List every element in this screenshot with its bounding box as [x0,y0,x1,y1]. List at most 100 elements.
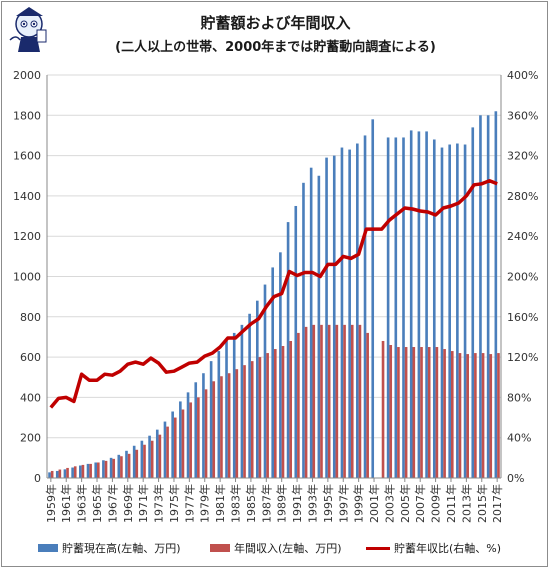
x-tick-label: 1985年 [244,484,258,523]
x-tick-label: 1995年 [321,484,335,523]
bar-income [50,470,54,478]
bar-income [243,365,246,478]
bar-savings [225,340,228,478]
bar-income [397,347,400,478]
y-right-tick-label: 320% [507,150,538,163]
x-tick-label: 1993年 [305,484,319,523]
bar-income [450,351,454,478]
bar-savings [63,469,67,478]
x-tick-label: 1973年 [152,484,166,523]
x-tick-label: 2005年 [398,484,412,523]
bar-savings [309,167,313,478]
bar-savings [348,149,351,478]
bar-income [166,426,169,478]
bar-savings [55,470,59,478]
bar-income [381,340,385,478]
bar-income [281,346,285,478]
bar-savings [425,131,428,479]
bar-income [173,417,177,478]
bar-income [104,460,108,478]
x-tick-label: 1981年 [213,484,227,523]
bar-income [66,467,69,478]
x-tick-label: 1967年 [105,484,119,523]
y-left-tick-label: 200 [20,432,41,445]
bar-savings [402,137,405,478]
bar-income [112,458,116,478]
bar-savings [432,139,436,479]
bar-income [189,402,192,478]
x-tick-label: 2007年 [413,484,427,523]
bar-income [258,357,262,478]
bar-income [443,349,446,478]
bar-savings [471,127,475,478]
bar-savings [109,457,113,478]
x-tick-label: 2015年 [475,484,489,523]
legend-label-income: 年間収入(左軸、万円) [234,542,342,555]
y-left-tick-label: 1000 [13,271,41,284]
bar-income [289,340,293,478]
bar-savings [155,429,159,478]
legend-swatch-savings [38,544,58,552]
x-tick-label: 1975年 [167,484,181,523]
y-right-tick-label: 360% [507,109,538,122]
bar-income [197,397,200,478]
x-tick-label: 1991年 [290,484,304,523]
y-right-tick-label: 160% [507,311,538,324]
bar-income [81,464,85,478]
bar-savings [456,143,459,478]
bar-income [89,463,92,478]
y-right-tick-label: 240% [507,230,538,243]
legend-item-income: 年間収入(左軸、万円) [210,540,342,556]
bar-savings [125,450,128,478]
bar-savings [86,463,90,478]
x-tick-label: 1961年 [59,484,73,523]
bar-savings [440,147,444,479]
bar-income [335,324,339,478]
bar-savings [186,392,190,478]
bar-income [474,353,477,478]
y-right-tick-label: 40% [507,432,531,445]
bar-income [97,462,100,478]
mascot-logo [9,7,47,52]
bar-income [466,354,469,478]
bar-income [358,324,362,478]
bar-income [366,332,369,478]
bar-savings [448,144,451,478]
bar-income [227,373,231,478]
bar-income [250,361,254,478]
bar-savings [271,267,274,478]
legend: 貯蓄現在高(左軸、万円) 年間収入(左軸、万円) 貯蓄年収比(右軸、%) [0,538,551,558]
bar-savings [286,222,290,478]
bar-income [143,444,146,478]
bar-income [150,440,154,478]
bar-income [220,376,223,478]
y-left-tick-label: 800 [20,311,41,324]
bar-savings [371,119,375,478]
bar-income [350,324,354,478]
bar-savings [248,313,251,478]
bar-savings [255,300,259,478]
y-left-tick-label: 1200 [13,230,41,243]
bar-income [343,324,346,478]
y-right-tick-label: 400% [507,69,538,82]
x-tick-label: 1997年 [336,484,350,523]
bar-savings [148,435,151,478]
y-left-tick-label: 2000 [13,69,41,82]
bar-savings [48,472,51,478]
x-tick-label: 1971年 [136,484,150,523]
bar-savings [217,351,221,478]
bar-income [420,347,423,478]
bar-income [127,453,131,478]
bar-savings [163,421,167,478]
bar-income [204,389,208,478]
bar-savings [363,135,367,478]
bar-income [412,347,416,478]
bar-savings [486,115,490,479]
y-left-tick-label: 1400 [13,190,41,203]
legend-swatch-income [210,544,230,552]
bar-savings [209,361,213,478]
chart-subtitle: (二人以上の世帯、2000年までは貯蓄動向調査による) [115,40,436,55]
bar-savings [140,440,144,478]
x-tick-label: 1965年 [90,484,104,523]
bar-income [158,434,162,478]
